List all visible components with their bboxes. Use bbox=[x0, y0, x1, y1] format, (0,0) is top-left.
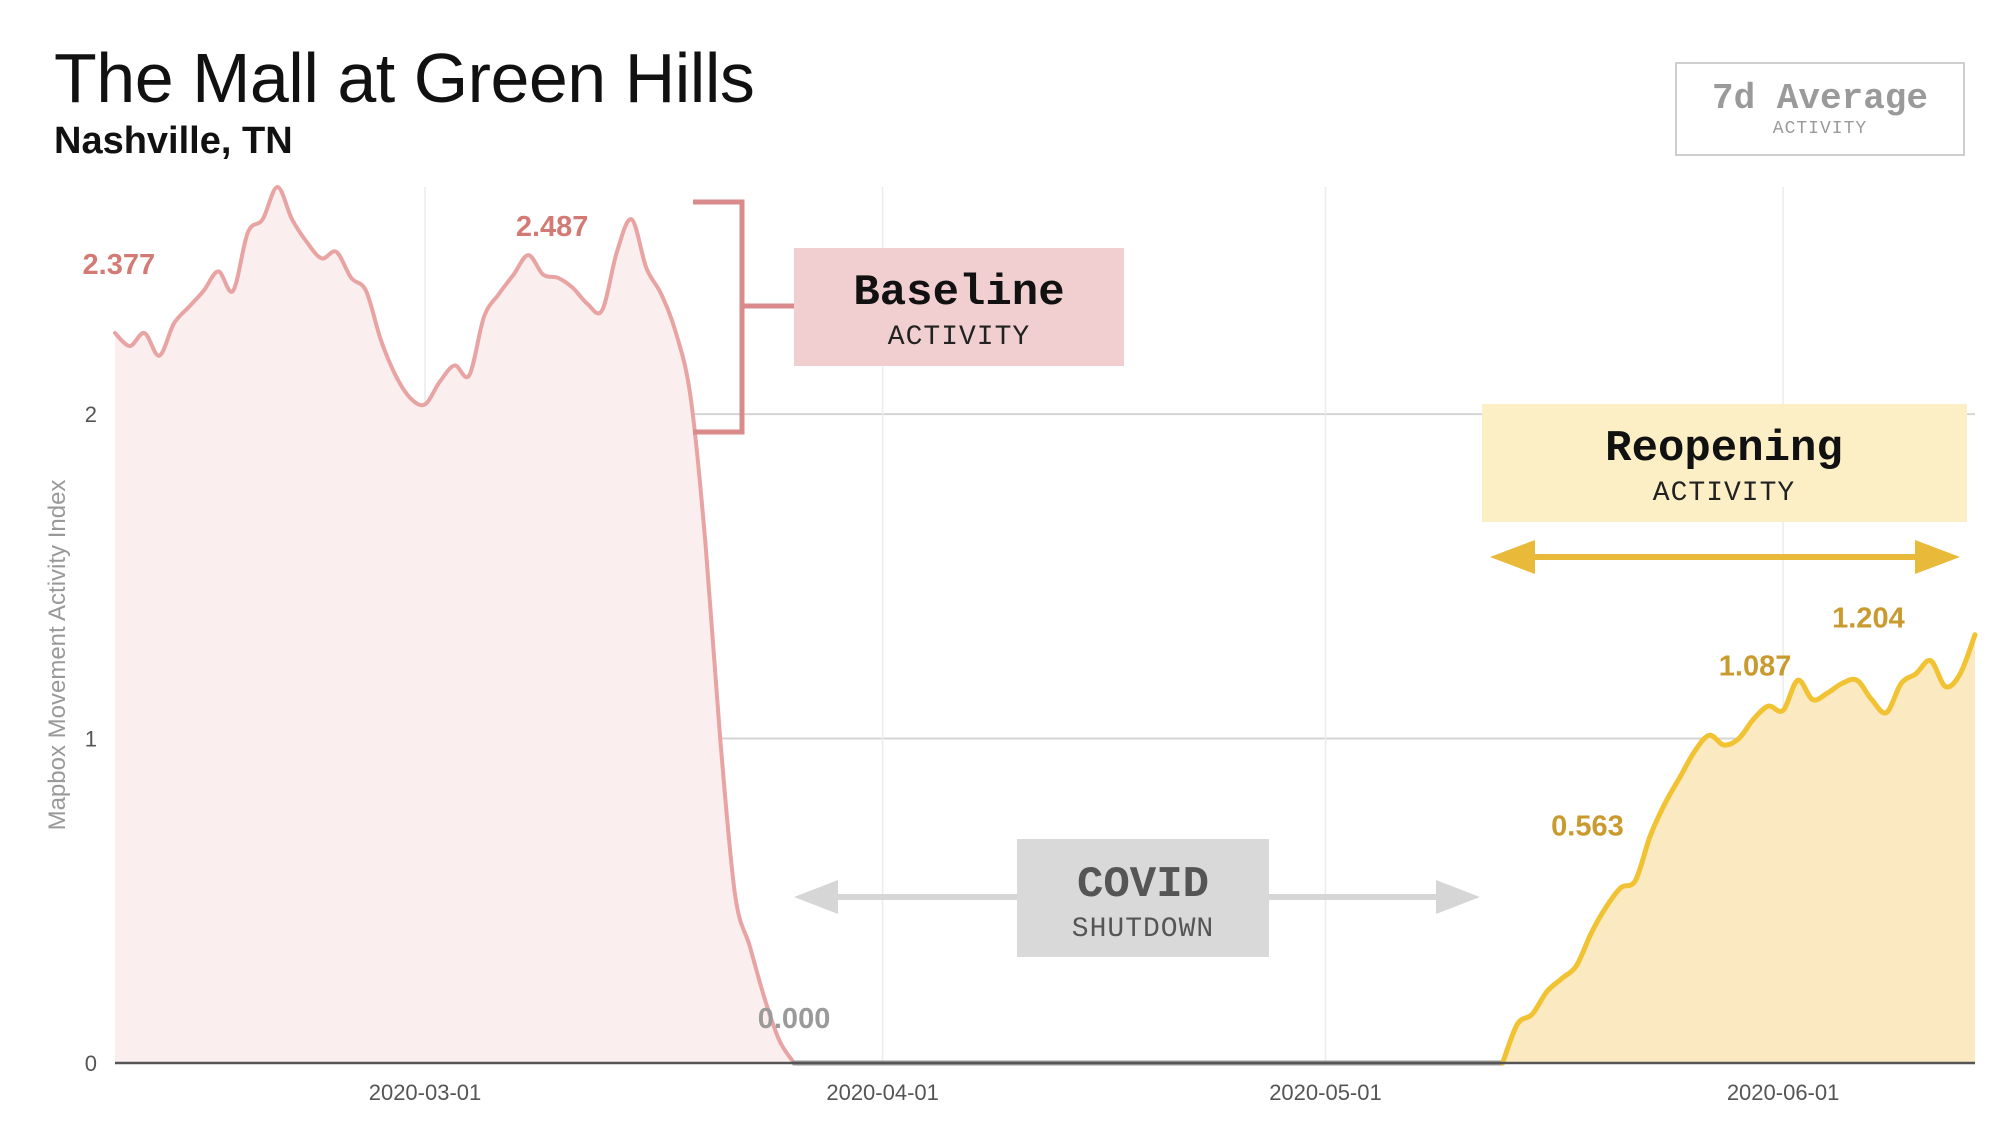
reopening-arrow-left-head bbox=[1490, 540, 1535, 574]
area-fills bbox=[115, 187, 1975, 1063]
chart-title: The Mall at Green Hills bbox=[54, 39, 755, 117]
data-label: 1.204 bbox=[1832, 602, 1905, 634]
reopening-subtitle: ACTIVITY bbox=[1653, 478, 1795, 509]
baseline-title: Baseline bbox=[853, 268, 1064, 318]
reopening-arrow-right-head bbox=[1915, 540, 1960, 574]
data-labels: 2.377 2.487 0.000 0.563 1.087 1.204 bbox=[83, 211, 1905, 1035]
covid-title: COVID bbox=[1077, 860, 1209, 910]
data-label: 2.377 bbox=[83, 249, 156, 281]
data-label: 2.487 bbox=[516, 211, 589, 243]
axes: 0 1 2 2020-03-01 2020-04-01 2020-05-01 2020-06… bbox=[44, 402, 1975, 1105]
data-label: 0.563 bbox=[1551, 810, 1624, 842]
legend-title: 7d Average bbox=[1711, 78, 1929, 119]
reopening-box bbox=[1482, 404, 1967, 522]
covid-arrow-right-head bbox=[1436, 880, 1480, 914]
reopening-title: Reopening bbox=[1605, 424, 1843, 474]
x-tick-label: 2020-03-01 bbox=[369, 1080, 482, 1105]
x-tick-label: 2020-05-01 bbox=[1269, 1080, 1382, 1105]
baseline-area bbox=[115, 187, 794, 1063]
baseline-annotation: Baseline ACTIVITY bbox=[693, 199, 1124, 435]
legend-subtitle: ACTIVITY bbox=[1772, 119, 1868, 139]
y-tick-label: 0 bbox=[85, 1051, 97, 1076]
reopening-area bbox=[1502, 634, 1975, 1063]
y-tick-label: 1 bbox=[85, 727, 97, 752]
y-tick-label: 2 bbox=[85, 402, 97, 427]
covid-arrow-left-head bbox=[794, 880, 838, 914]
reopening-line bbox=[1500, 632, 1978, 1066]
baseline-box bbox=[794, 248, 1124, 366]
y-axis-label: Mapbox Movement Activity Index bbox=[44, 480, 71, 831]
reopening-annotation: Reopening ACTIVITY bbox=[1482, 404, 1967, 574]
baseline-line bbox=[113, 185, 796, 1065]
x-tick-label: 2020-06-01 bbox=[1727, 1080, 1840, 1105]
baseline-subtitle: ACTIVITY bbox=[888, 322, 1030, 353]
data-label: 0.000 bbox=[758, 1003, 831, 1035]
chart-subtitle: Nashville, TN bbox=[54, 120, 293, 162]
baseline-bracket bbox=[693, 199, 794, 435]
legend-box: 7d Average ACTIVITY bbox=[1675, 62, 1965, 156]
covid-box bbox=[1017, 839, 1269, 957]
covid-annotation: COVID SHUTDOWN bbox=[794, 839, 1480, 957]
data-label: 1.087 bbox=[1719, 650, 1792, 682]
x-tick-label: 2020-04-01 bbox=[826, 1080, 939, 1105]
covid-subtitle: SHUTDOWN bbox=[1072, 914, 1214, 945]
